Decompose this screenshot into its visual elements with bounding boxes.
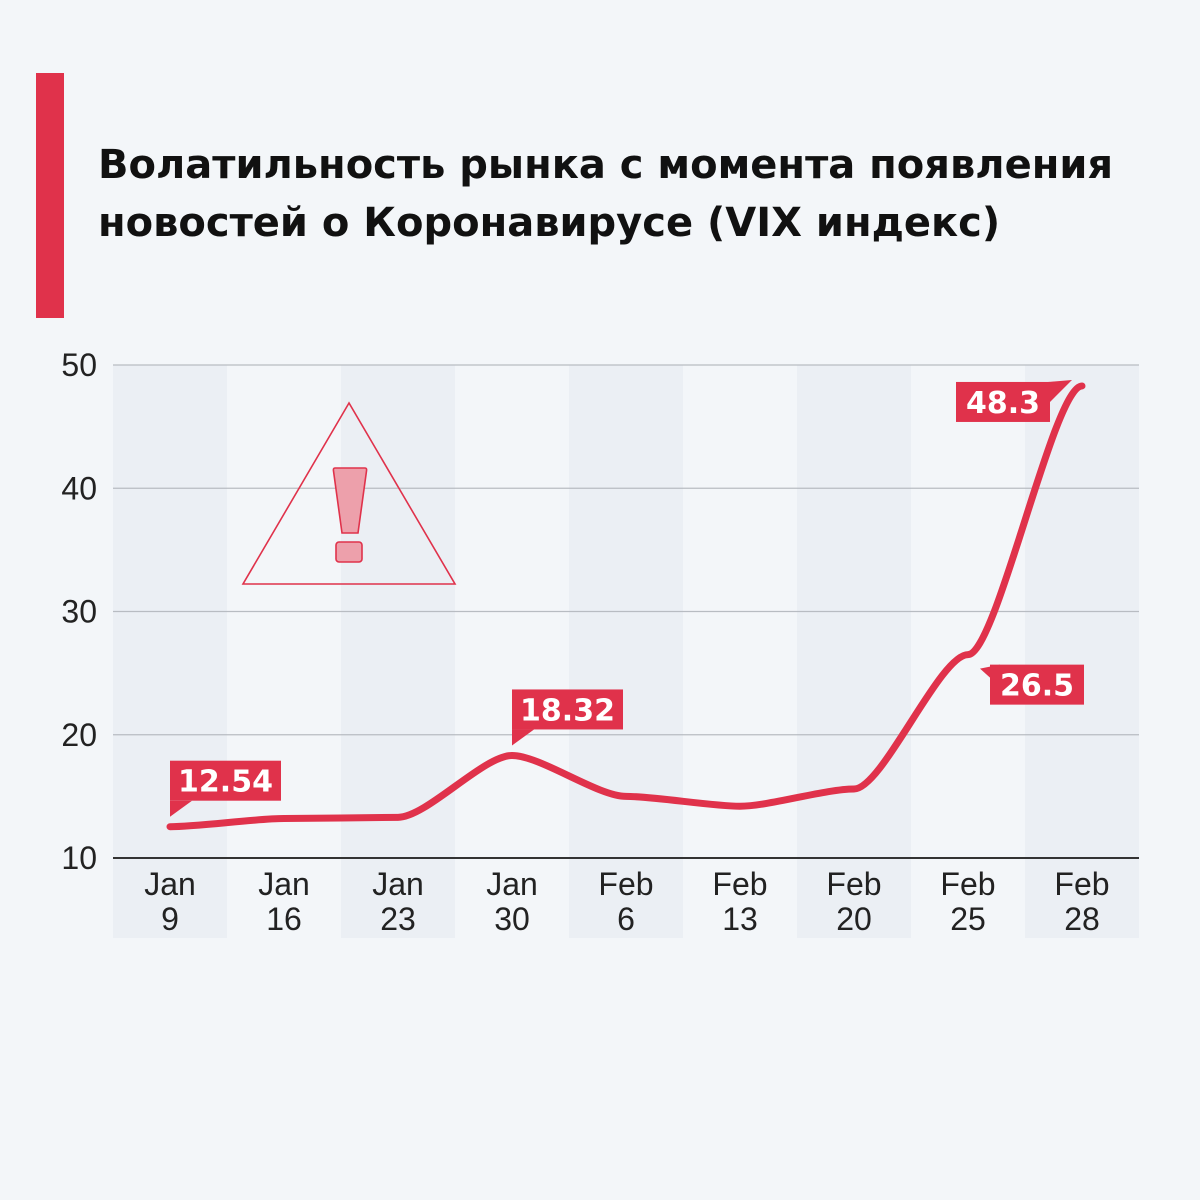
warning-icon <box>241 401 457 585</box>
data-point <box>853 787 855 790</box>
data-label: 48.3 <box>956 379 1072 422</box>
category-band <box>569 365 683 938</box>
x-tick-label: Feb 13 <box>712 866 767 937</box>
x-tick-label: Jan 23 <box>372 866 424 937</box>
x-tick-label: Feb 20 <box>826 866 881 937</box>
chart-title: Волатильность рынка с момента появления … <box>98 136 1193 252</box>
data-point <box>967 653 969 656</box>
category-band <box>1025 365 1139 938</box>
data-point <box>739 805 741 808</box>
data-label: 18.32 <box>512 689 623 746</box>
x-tick-label: Jan 16 <box>258 866 310 937</box>
data-label: 26.5 <box>980 664 1084 705</box>
data-label-pointer <box>980 664 1000 687</box>
y-tick-label: 20 <box>61 717 97 753</box>
data-point <box>511 754 513 757</box>
data-label-text: 18.32 <box>520 693 615 728</box>
exclamation-bar <box>332 467 368 534</box>
data-label-box <box>170 760 281 801</box>
data-label-pointer <box>170 800 192 817</box>
data-labels: 12.54 18.32 26.5 48.3 <box>170 379 1084 817</box>
data-label-pointer <box>512 729 534 746</box>
category-band <box>797 365 911 938</box>
y-axis-ticks: 10 20 30 40 50 <box>61 347 97 876</box>
data-point <box>625 795 627 798</box>
category-band <box>341 365 455 938</box>
x-tick-label: Feb 25 <box>940 866 995 937</box>
data-point <box>169 825 171 828</box>
data-label-text: 12.54 <box>178 765 273 800</box>
series-line-group <box>166 382 1086 831</box>
y-tick-label: 50 <box>61 347 97 383</box>
y-tick-label: 40 <box>61 470 97 506</box>
x-tick-label: Feb 28 <box>1054 866 1109 937</box>
x-axis-ticks: Jan 9 Jan 16 Jan 23 Jan 30 Feb 6 Feb 13 Feb 20 Feb 25 Fe… <box>144 866 1109 937</box>
warning-triangle-outline <box>241 401 457 585</box>
chart-title-line-1: Волатильность рынка с момента появления <box>98 142 1114 188</box>
data-label-text: 48.3 <box>966 386 1040 421</box>
data-point <box>1081 384 1083 387</box>
data-label-pointer <box>1048 379 1072 404</box>
category-band <box>113 365 227 938</box>
accent-bar <box>36 73 64 318</box>
x-tick-label: Feb 6 <box>598 866 653 937</box>
y-tick-label: 30 <box>61 594 97 630</box>
grid-lines <box>113 364 1139 859</box>
data-label-box <box>990 664 1084 705</box>
data-label-box <box>512 689 623 730</box>
chart-title-line-2: новостей о Коронавирусе (VIX индекс) <box>98 200 1001 246</box>
data-label-box <box>956 381 1050 422</box>
data-point <box>397 816 399 819</box>
data-point <box>283 817 285 820</box>
series-line <box>166 382 1086 831</box>
data-label: 12.54 <box>170 760 281 817</box>
y-tick-label: 10 <box>61 840 97 876</box>
data-label-text: 26.5 <box>1000 669 1074 704</box>
x-tick-label: Jan 9 <box>144 866 196 937</box>
x-tick-label: Jan 30 <box>486 866 538 937</box>
exclamation-dot <box>335 541 363 563</box>
category-bands <box>113 365 1139 938</box>
